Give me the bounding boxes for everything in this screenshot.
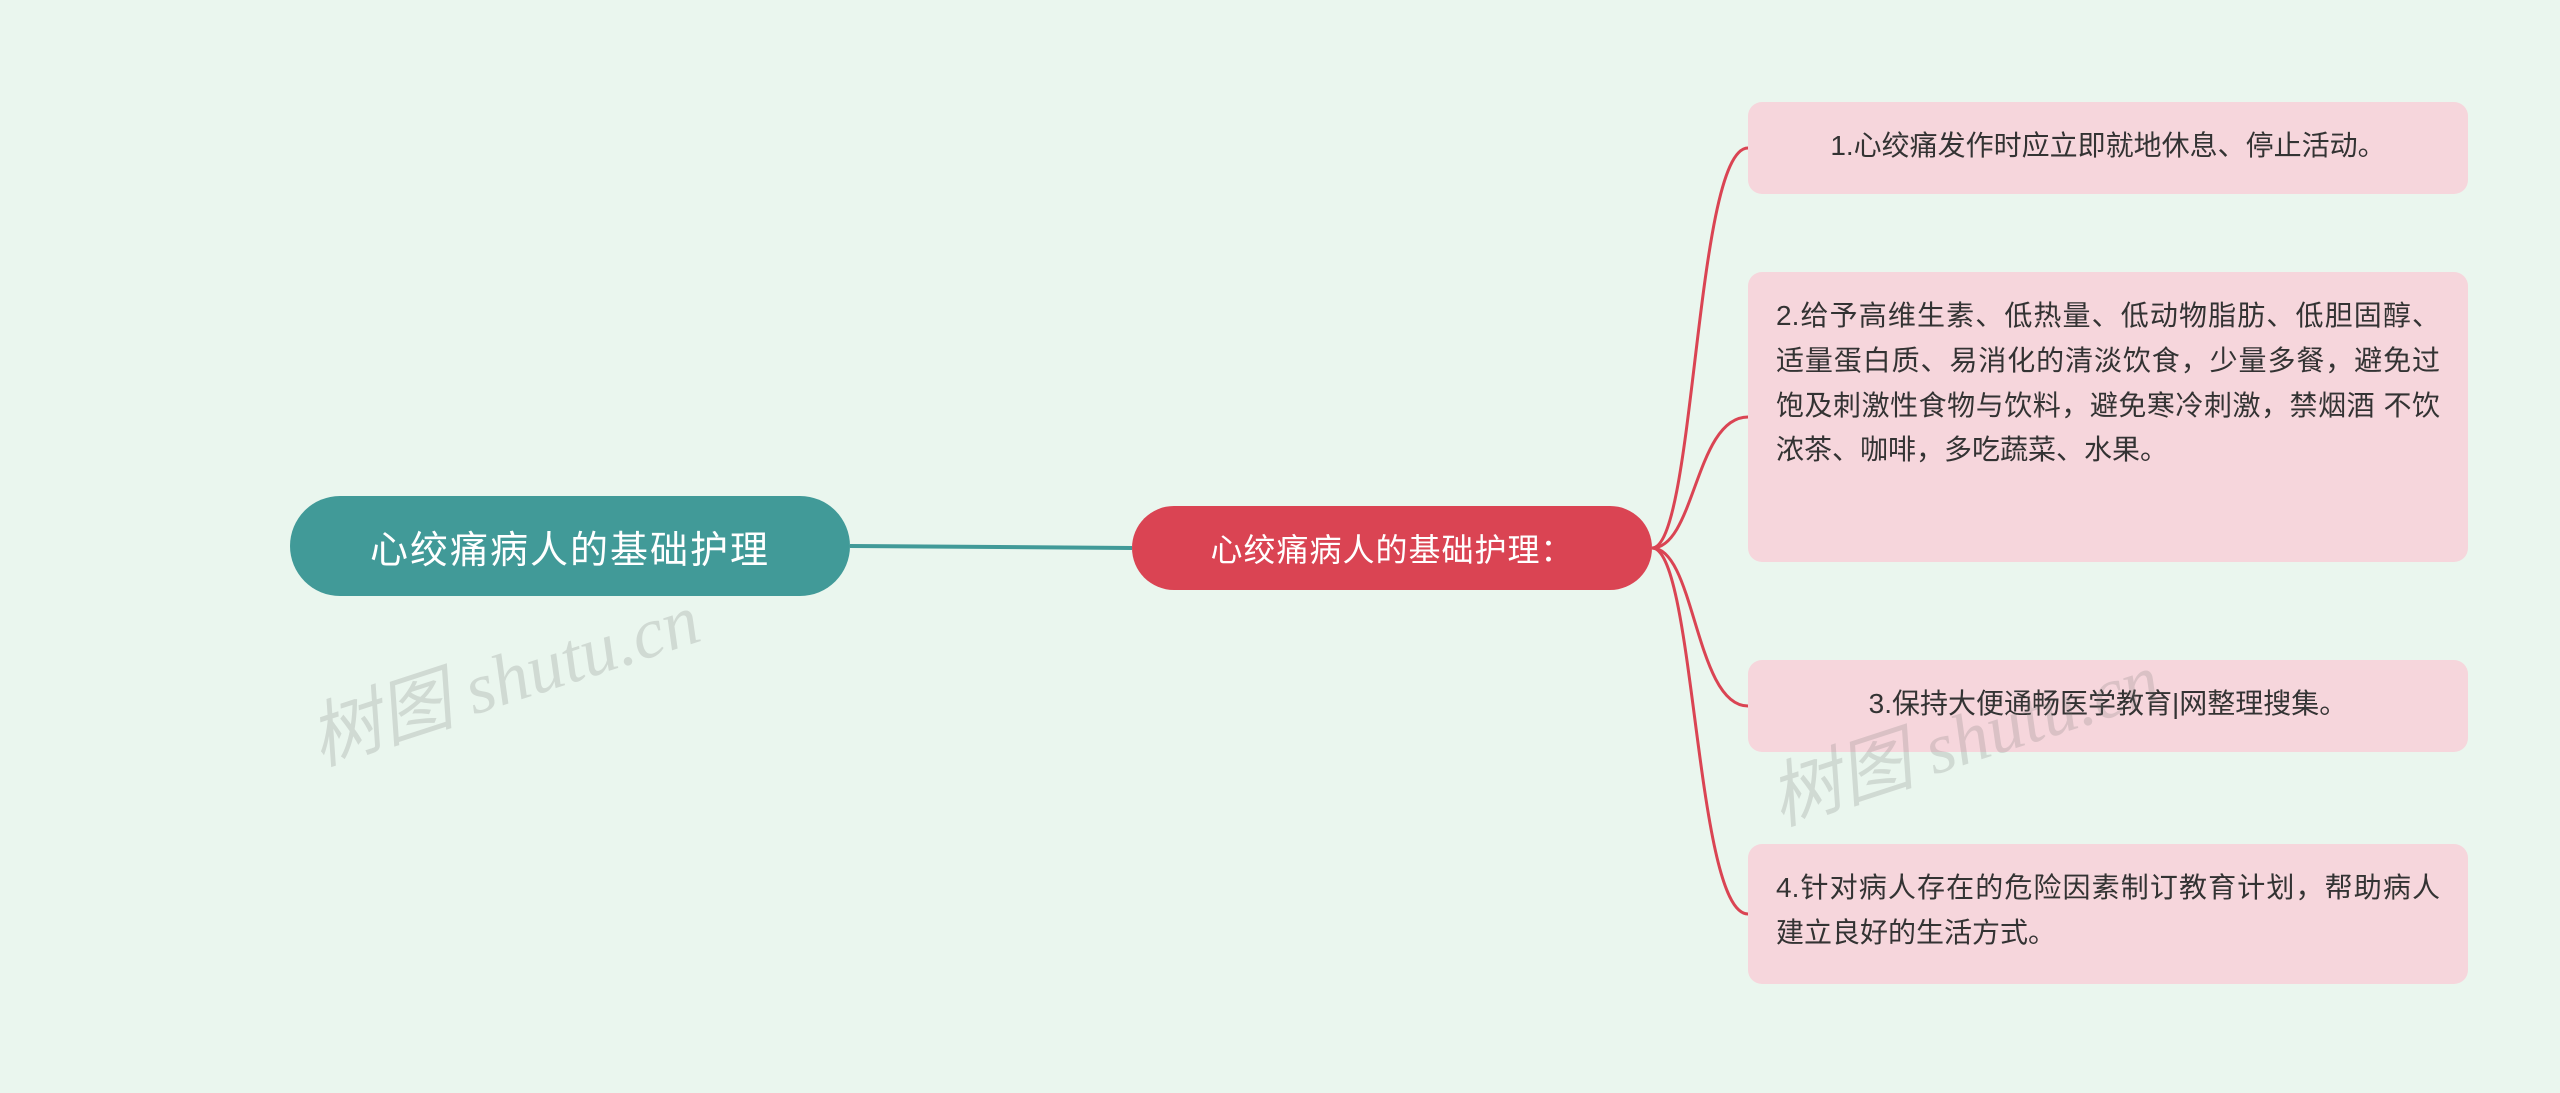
leaf-node[interactable]: 3.保持大便通畅医学教育|网整理搜集。 [1748,660,2468,752]
sub-node[interactable]: 心绞痛病人的基础护理： [1132,506,1652,590]
leaf-label: 3.保持大便通畅医学教育|网整理搜集。 [1869,682,2348,727]
sub-label: 心绞痛病人的基础护理： [1210,525,1573,571]
leaf-label: 2.给予高维生素、低热量、低动物脂肪、低胆固醇、适量蛋白质、易消化的清淡饮食，少… [1776,294,2440,473]
leaf-label: 1.心绞痛发作时应立即就地休息、停止活动。 [1830,124,2385,169]
mindmap-canvas: 心绞痛病人的基础护理 心绞痛病人的基础护理： 1.心绞痛发作时应立即就地休息、停… [0,0,2560,1093]
root-label: 心绞痛病人的基础护理 [370,519,770,574]
root-node[interactable]: 心绞痛病人的基础护理 [290,496,850,596]
leaf-node[interactable]: 1.心绞痛发作时应立即就地休息、停止活动。 [1748,102,2468,194]
leaf-node[interactable]: 4.针对病人存在的危险因素制订教育计划，帮助病人建立良好的生活方式。 [1748,844,2468,984]
leaf-node[interactable]: 2.给予高维生素、低热量、低动物脂肪、低胆固醇、适量蛋白质、易消化的清淡饮食，少… [1748,272,2468,562]
leaf-label: 4.针对病人存在的危险因素制订教育计划，帮助病人建立良好的生活方式。 [1776,866,2440,956]
